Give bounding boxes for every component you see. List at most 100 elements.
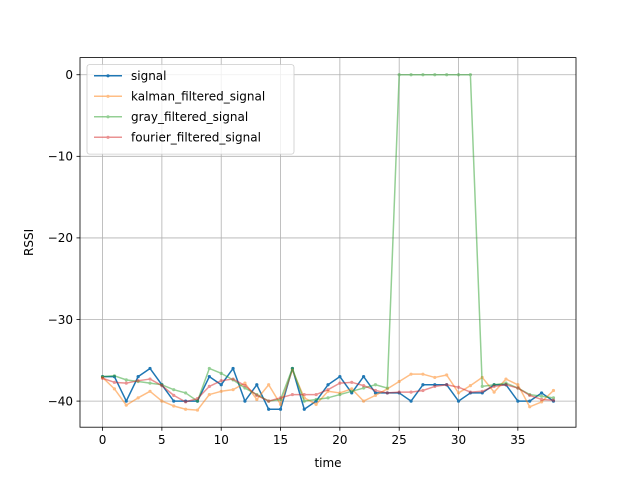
data-point bbox=[397, 390, 401, 394]
y-tick-label: −40 bbox=[48, 394, 73, 408]
data-point bbox=[195, 408, 200, 412]
data-point bbox=[278, 396, 283, 400]
data-point bbox=[338, 375, 342, 379]
data-point bbox=[195, 397, 200, 401]
data-point bbox=[255, 397, 259, 402]
data-point bbox=[302, 399, 306, 403]
data-point bbox=[172, 393, 176, 397]
data-point bbox=[267, 407, 271, 411]
data-point bbox=[148, 381, 152, 385]
data-point bbox=[539, 394, 544, 398]
data-point bbox=[373, 383, 378, 387]
data-point bbox=[302, 407, 306, 411]
data-point bbox=[409, 372, 413, 376]
data-point bbox=[350, 389, 354, 393]
data-point bbox=[302, 392, 306, 397]
data-point bbox=[468, 383, 472, 388]
data-point bbox=[267, 399, 271, 403]
y-axis-label: RSSI bbox=[22, 229, 36, 256]
data-point bbox=[278, 402, 283, 406]
data-point bbox=[172, 388, 176, 392]
x-tick-label: 0 bbox=[99, 433, 107, 447]
ticks: 0 5 10 15 20 25 30 35 0 −10 −20 −30 −40 bbox=[48, 68, 526, 447]
data-point bbox=[267, 383, 271, 387]
data-point bbox=[468, 73, 472, 77]
data-point bbox=[456, 73, 461, 77]
legend-swatch bbox=[94, 94, 122, 98]
legend-swatch bbox=[94, 74, 122, 78]
data-point bbox=[112, 387, 117, 391]
data-point bbox=[148, 389, 152, 393]
data-point bbox=[219, 371, 223, 375]
x-tick-label: 20 bbox=[332, 433, 347, 447]
data-point bbox=[397, 73, 401, 77]
data-point bbox=[385, 386, 389, 390]
data-point bbox=[207, 375, 211, 379]
legend-swatch bbox=[94, 135, 122, 139]
data-point bbox=[160, 399, 164, 403]
series-fourier_filtered_signal bbox=[100, 376, 556, 404]
data-point bbox=[421, 388, 425, 393]
data-point bbox=[326, 396, 330, 400]
data-point bbox=[184, 400, 188, 404]
data-point bbox=[373, 393, 378, 397]
data-point bbox=[551, 396, 556, 400]
data-point bbox=[361, 399, 366, 403]
y-tick-label: −20 bbox=[48, 231, 73, 245]
data-point bbox=[373, 388, 378, 393]
data-point bbox=[504, 383, 508, 387]
legend: signal kalman_filtered_signal gray_filtere… bbox=[86, 64, 295, 155]
data-point bbox=[148, 366, 152, 371]
data-point bbox=[421, 372, 425, 376]
y-tick-label: −30 bbox=[48, 313, 73, 327]
legend-label: gray_filtered_signal bbox=[131, 110, 248, 124]
data-point bbox=[290, 392, 295, 397]
data-point bbox=[397, 379, 401, 384]
data-point bbox=[172, 399, 176, 403]
data-point bbox=[409, 73, 413, 77]
data-point bbox=[219, 379, 223, 383]
data-point bbox=[528, 393, 532, 397]
legend-entry: fourier_filtered_signal bbox=[94, 131, 261, 145]
series-layer bbox=[100, 73, 556, 412]
data-point bbox=[124, 381, 128, 385]
data-point bbox=[361, 375, 366, 379]
data-point bbox=[361, 386, 366, 390]
data-point bbox=[278, 407, 283, 411]
legend-swatch-marker bbox=[106, 94, 110, 98]
legend-entry: gray_filtered_signal bbox=[94, 110, 248, 124]
data-point bbox=[445, 73, 449, 77]
data-point bbox=[207, 392, 211, 397]
x-tick-label: 5 bbox=[158, 433, 166, 447]
data-point bbox=[243, 399, 247, 403]
x-tick-label: 15 bbox=[273, 433, 288, 447]
data-point bbox=[528, 399, 532, 403]
series-kalman_filtered_signal bbox=[100, 368, 556, 412]
data-point bbox=[326, 388, 330, 392]
data-point bbox=[338, 392, 342, 397]
data-point bbox=[172, 404, 176, 408]
data-point bbox=[184, 407, 188, 411]
data-point bbox=[136, 379, 140, 383]
data-point bbox=[231, 388, 235, 392]
data-point bbox=[243, 381, 247, 385]
legend-swatch bbox=[94, 115, 122, 119]
data-point bbox=[160, 383, 164, 388]
data-point bbox=[551, 398, 556, 402]
legend-swatch-marker bbox=[106, 74, 110, 78]
data-point bbox=[385, 391, 389, 395]
data-point bbox=[539, 391, 544, 395]
data-point bbox=[290, 366, 295, 371]
data-point bbox=[516, 399, 520, 403]
data-point bbox=[409, 399, 413, 403]
data-point bbox=[255, 383, 259, 387]
x-tick-label: 25 bbox=[392, 433, 407, 447]
data-point bbox=[539, 400, 544, 404]
data-point bbox=[373, 391, 378, 395]
data-point bbox=[551, 388, 556, 393]
data-point bbox=[100, 376, 105, 380]
data-point bbox=[361, 383, 366, 388]
data-point bbox=[516, 386, 520, 390]
legend-label: signal bbox=[131, 69, 167, 83]
y-tick-label: −10 bbox=[48, 150, 73, 164]
